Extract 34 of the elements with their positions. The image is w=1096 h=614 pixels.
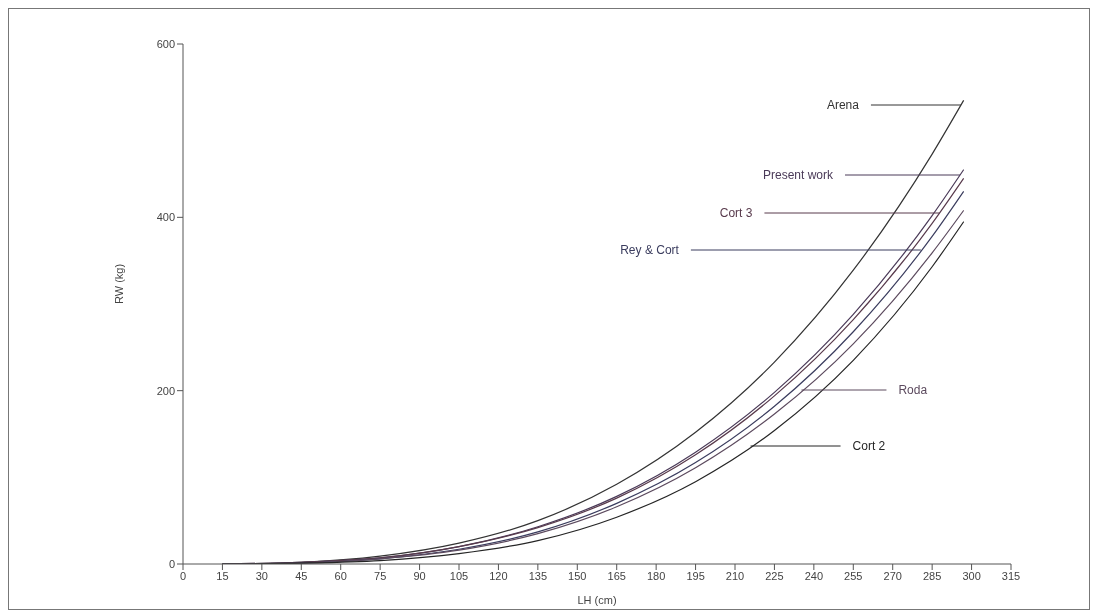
x-axis-title: LH (cm) — [577, 594, 617, 606]
x-tick-label: 75 — [374, 569, 387, 582]
x-tick-label: 60 — [334, 569, 347, 582]
y-tick-label: 0 — [168, 557, 175, 570]
x-tick-label: 240 — [804, 569, 824, 582]
x-tick-label: 90 — [413, 569, 426, 582]
x-tick-label: 150 — [568, 569, 587, 582]
x-tick-label: 210 — [725, 569, 745, 582]
y-tick-label: 600 — [156, 37, 175, 50]
x-tick-label: 225 — [765, 569, 784, 582]
x-tick-label: 315 — [1001, 569, 1021, 582]
y-axis-title: RW (kg) — [112, 263, 125, 304]
x-tick-label: 180 — [646, 569, 666, 582]
x-tick-label: 285 — [922, 569, 942, 582]
text: Cort 2 — [852, 439, 886, 453]
text: Roda — [898, 383, 928, 397]
x-tick-label: 15 — [216, 569, 229, 582]
text: Rey & Cort — [620, 243, 680, 257]
y-tick-label: 200 — [156, 384, 175, 397]
text: Arena — [826, 98, 860, 112]
x-tick-label: 135 — [528, 569, 548, 582]
x-tick-label: 120 — [489, 569, 508, 582]
x-tick-label: 30 — [255, 569, 268, 582]
x-tick-label: 195 — [686, 569, 705, 582]
x-tick-label: 105 — [449, 569, 469, 582]
x-tick-label: 300 — [962, 569, 981, 582]
y-tick-label: 400 — [156, 211, 175, 224]
x-tick-label: 270 — [883, 569, 902, 582]
text: Present work — [762, 168, 835, 182]
x-tick-label: 0 — [179, 569, 187, 582]
x-tick-label: 255 — [844, 569, 863, 582]
x-tick-label: 45 — [295, 569, 308, 582]
text: Cort 3 — [719, 206, 753, 220]
x-tick-label: 165 — [607, 569, 626, 582]
